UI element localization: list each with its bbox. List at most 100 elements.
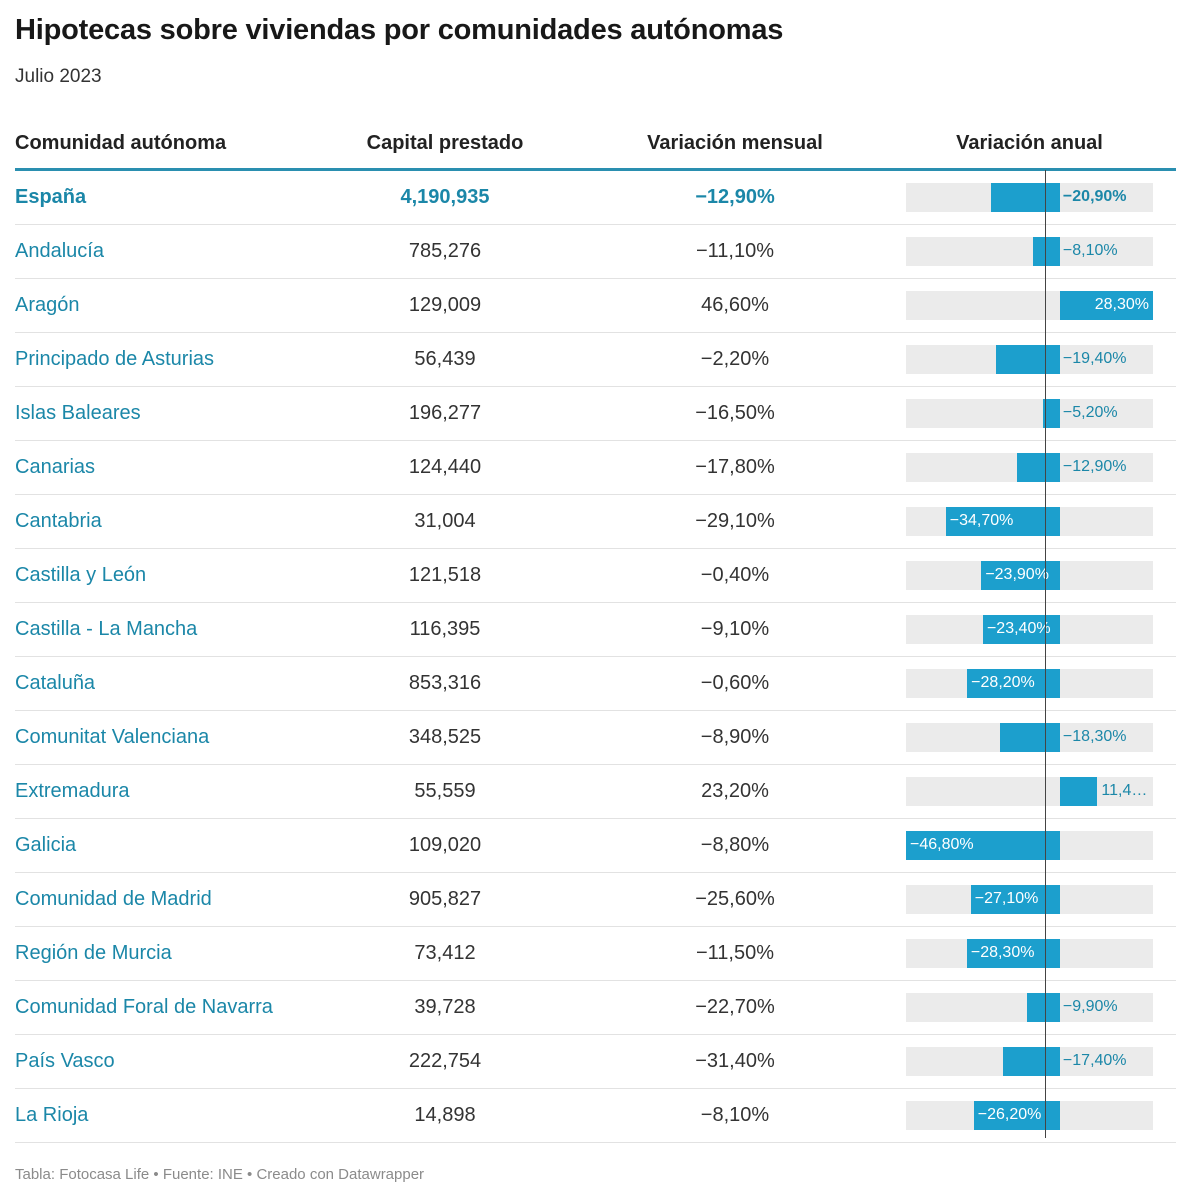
capital-value: 348,525 bbox=[408, 726, 482, 748]
monthly-variation: −22,70% bbox=[695, 996, 775, 1018]
monthly-variation: −11,10% bbox=[695, 240, 775, 262]
capital-value: 121,518 bbox=[408, 564, 482, 586]
region-name: Castilla - La Mancha bbox=[15, 618, 198, 640]
capital-value: 109,020 bbox=[408, 834, 482, 856]
capital-value: 73,412 bbox=[414, 942, 476, 964]
table-row: Aragón 129,009 46,60% 28,30% bbox=[15, 279, 1176, 333]
region-name: Cantabria bbox=[15, 510, 102, 532]
annual-variation-label: −23,40% bbox=[986, 620, 1051, 637]
annual-bar-track: −12,90% bbox=[906, 453, 1153, 482]
capital-value: 56,439 bbox=[414, 348, 476, 370]
region-name: Aragón bbox=[15, 294, 80, 316]
region-name: Comunitat Valenciana bbox=[15, 726, 210, 748]
annual-variation-bar bbox=[1059, 291, 1153, 320]
annual-variation-bar bbox=[991, 183, 1060, 212]
monthly-variation: −29,10% bbox=[695, 510, 775, 532]
capital-value: 905,827 bbox=[408, 888, 482, 910]
annual-variation-label: 11,4… bbox=[1101, 782, 1148, 799]
annual-variation-label: −9,90% bbox=[1062, 998, 1118, 1015]
annual-variation-bar bbox=[981, 561, 1060, 590]
column-header-capital[interactable]: Capital prestado bbox=[366, 132, 524, 154]
monthly-variation: −17,80% bbox=[695, 456, 775, 478]
table-row: Extremadura 55,559 23,20% 11,4… bbox=[15, 765, 1176, 819]
monthly-variation: 23,20% bbox=[701, 780, 769, 802]
annual-variation-label: −8,10% bbox=[1062, 242, 1118, 259]
monthly-variation: −9,10% bbox=[700, 618, 770, 640]
capital-value: 129,009 bbox=[408, 294, 482, 316]
annual-bar-track: −20,90% bbox=[906, 183, 1153, 212]
chart-subtitle: Julio 2023 bbox=[15, 66, 102, 87]
annual-variation-label: −23,90% bbox=[985, 566, 1049, 583]
column-header-monthly[interactable]: Variación mensual bbox=[647, 132, 823, 154]
annual-variation-label: −28,30% bbox=[970, 944, 1035, 961]
table-row: Andalucía 785,276 −11,10% −8,10% bbox=[15, 225, 1176, 279]
monthly-variation: −11,50% bbox=[695, 942, 775, 964]
annual-variation-label: −46,80% bbox=[910, 836, 974, 853]
capital-value: 853,316 bbox=[408, 672, 482, 694]
monthly-variation: −0,60% bbox=[700, 672, 770, 694]
annual-bar-track: −34,70% bbox=[906, 507, 1153, 536]
region-name: España bbox=[15, 186, 87, 208]
annual-bar-track: −19,40% bbox=[906, 345, 1153, 374]
region-name: La Rioja bbox=[15, 1104, 89, 1126]
annual-variation-label: −20,90% bbox=[1062, 188, 1127, 205]
capital-value: 196,277 bbox=[408, 402, 482, 424]
region-name: Canarias bbox=[15, 456, 96, 478]
table-row: Región de Murcia 73,412 −11,50% −28,30% bbox=[15, 927, 1176, 981]
monthly-variation: −8,90% bbox=[700, 726, 770, 748]
table-row: Principado de Asturias 56,439 −2,20% −19,40… bbox=[15, 333, 1176, 387]
annual-variation-label: −26,20% bbox=[977, 1106, 1042, 1123]
table-row: Castilla - La Mancha 116,395 −9,10% −23,40% bbox=[15, 603, 1176, 657]
annual-bar-track: −23,90% bbox=[906, 561, 1153, 590]
annual-variation-bar bbox=[999, 723, 1060, 752]
region-name: Castilla y León bbox=[15, 564, 147, 586]
annual-bar-track: −46,80% bbox=[906, 831, 1153, 860]
table-row: Canarias 124,440 −17,80% −12,90% bbox=[15, 441, 1176, 495]
annual-variation-label: 28,30% bbox=[1094, 296, 1149, 313]
region-name: Región de Murcia bbox=[15, 942, 172, 964]
annual-variation-label: −34,70% bbox=[949, 512, 1014, 529]
annual-bar-track: 28,30% bbox=[906, 291, 1153, 320]
table-row: Comunidad de Madrid 905,827 −25,60% −27,10% bbox=[15, 873, 1176, 927]
monthly-variation: −2,20% bbox=[700, 348, 770, 370]
table-row: Cataluña 853,316 −0,60% −28,20% bbox=[15, 657, 1176, 711]
annual-variation-label: −27,10% bbox=[974, 890, 1039, 907]
annual-bar-track: −9,90% bbox=[906, 993, 1153, 1022]
annual-variation-label: −18,30% bbox=[1062, 728, 1127, 745]
data-table: Comunidad autónoma Capital prestado Vari… bbox=[15, 120, 1176, 1143]
annual-variation-bar bbox=[945, 507, 1060, 536]
monthly-variation: 46,60% bbox=[701, 294, 769, 316]
annual-variation-bar bbox=[1042, 399, 1060, 428]
annual-bar-track: −26,20% bbox=[906, 1101, 1153, 1130]
table-row: Castilla y León 121,518 −0,40% −23,90% bbox=[15, 549, 1176, 603]
table-header: Comunidad autónoma Capital prestado Vari… bbox=[15, 120, 1176, 171]
region-name: País Vasco bbox=[15, 1050, 115, 1072]
annual-variation-label: −5,20% bbox=[1062, 404, 1118, 421]
monthly-variation: −25,60% bbox=[695, 888, 775, 910]
capital-value: 124,440 bbox=[408, 456, 482, 478]
annual-variation-bar bbox=[982, 615, 1060, 644]
capital-value: 222,754 bbox=[408, 1050, 482, 1072]
annual-bar-track: −17,40% bbox=[906, 1047, 1153, 1076]
capital-value: 14,898 bbox=[414, 1104, 476, 1126]
region-name: Islas Baleares bbox=[15, 402, 141, 424]
annual-variation-bar bbox=[1027, 993, 1060, 1022]
column-header-annual[interactable]: Variación anual bbox=[956, 132, 1103, 154]
annual-bar-track: −8,10% bbox=[906, 237, 1153, 266]
capital-value: 31,004 bbox=[414, 510, 476, 532]
region-name: Comunidad Foral de Navarra bbox=[15, 996, 273, 1018]
capital-value: 4,190,935 bbox=[400, 186, 490, 208]
monthly-variation: −8,10% bbox=[700, 1104, 770, 1126]
annual-variation-bar bbox=[1017, 453, 1060, 482]
monthly-variation: −31,40% bbox=[695, 1050, 775, 1072]
table-body: España 4,190,935 −12,90% −20,90% Andalucía 78… bbox=[15, 171, 1176, 1143]
table-row: Galicia 109,020 −8,80% −46,80% bbox=[15, 819, 1176, 873]
annual-bar-track: −5,20% bbox=[906, 399, 1153, 428]
annual-variation-bar bbox=[1002, 1047, 1060, 1076]
column-header-region[interactable]: Comunidad autónoma bbox=[15, 132, 227, 154]
annual-bar-track: −28,30% bbox=[906, 939, 1153, 968]
monthly-variation: −16,50% bbox=[695, 402, 775, 424]
capital-value: 55,559 bbox=[414, 780, 476, 802]
annual-variation-label: −12,90% bbox=[1062, 458, 1127, 475]
table-row: Cantabria 31,004 −29,10% −34,70% bbox=[15, 495, 1176, 549]
